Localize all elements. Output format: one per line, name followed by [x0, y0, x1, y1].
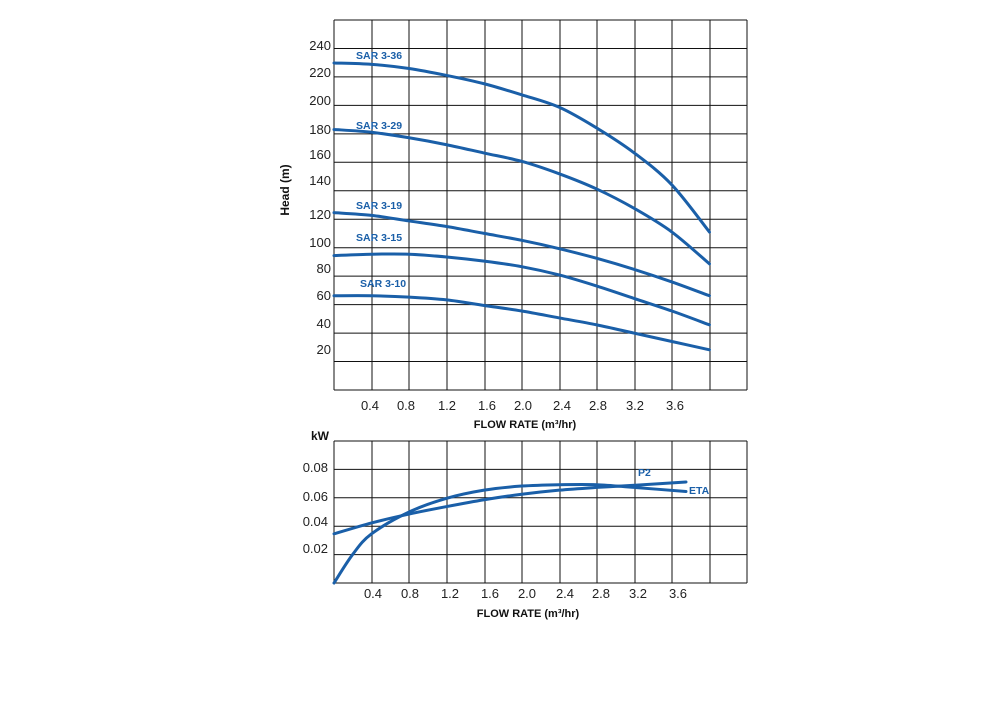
x-tick-label: 0.4	[364, 586, 382, 601]
x-axis-label: FLOW RATE (m³/hr)	[474, 419, 577, 431]
x-tick-label: 0.4	[361, 398, 379, 413]
y-tick-label: 0.06	[303, 489, 328, 504]
series-line-sar-3-15	[332, 252, 711, 327]
y-tick-label: 220	[309, 65, 331, 80]
series-line-sar-3-19	[332, 211, 711, 298]
y-tick-label: 240	[309, 38, 331, 53]
series-line-sar-3-29	[332, 127, 711, 266]
x-tick-label: 3.2	[626, 398, 644, 413]
series-label: SAR 3-29	[356, 120, 402, 132]
x-tick-label: 1.6	[481, 586, 499, 601]
series-label: SAR 3-19	[356, 200, 402, 212]
x-tick-label: 0.8	[397, 398, 415, 413]
x-tick-label: 0.8	[401, 586, 419, 601]
x-tick-label: 2.8	[592, 586, 610, 601]
x-axis-label: FLOW RATE (m³/hr)	[477, 608, 580, 620]
y-tick-label: 120	[309, 207, 331, 222]
y-tick-label: 20	[317, 342, 331, 357]
y-axis-label: Head (m)	[278, 164, 292, 215]
x-tick-label: 1.6	[478, 398, 496, 413]
y-tick-label: 180	[309, 122, 331, 137]
y-tick-label: 160	[309, 147, 331, 162]
y-tick-label: 60	[317, 288, 331, 303]
y-tick-label: 40	[317, 316, 331, 331]
series-label: ETA	[689, 485, 710, 497]
y-tick-label: 0.02	[303, 541, 328, 556]
x-tick-label: 1.2	[441, 586, 459, 601]
y-tick-label: 140	[309, 173, 331, 188]
y-axis-label: kW	[311, 429, 330, 443]
x-tick-label: 2.4	[556, 586, 574, 601]
series-line-sar-3-10	[332, 294, 711, 352]
x-tick-label: 2.0	[518, 586, 536, 601]
y-tick-label: 80	[317, 261, 331, 276]
x-tick-label: 2.8	[589, 398, 607, 413]
series-line-sar-3-36	[332, 61, 711, 234]
x-tick-label: 3.6	[666, 398, 684, 413]
series-line-eta	[332, 482, 688, 585]
series-label: P2	[638, 467, 651, 479]
x-tick-label: 2.4	[553, 398, 571, 413]
y-tick-label: 0.08	[303, 460, 328, 475]
series-label: SAR 3-36	[356, 50, 402, 62]
y-tick-label: 0.04	[303, 514, 328, 529]
y-tick-label: 100	[309, 235, 331, 250]
y-tick-label: 200	[309, 93, 331, 108]
series-label: SAR 3-15	[356, 232, 402, 244]
x-tick-label: 3.6	[669, 586, 687, 601]
x-tick-label: 3.2	[629, 586, 647, 601]
series-label: SAR 3-10	[360, 278, 406, 290]
x-tick-label: 1.2	[438, 398, 456, 413]
x-tick-label: 2.0	[514, 398, 532, 413]
